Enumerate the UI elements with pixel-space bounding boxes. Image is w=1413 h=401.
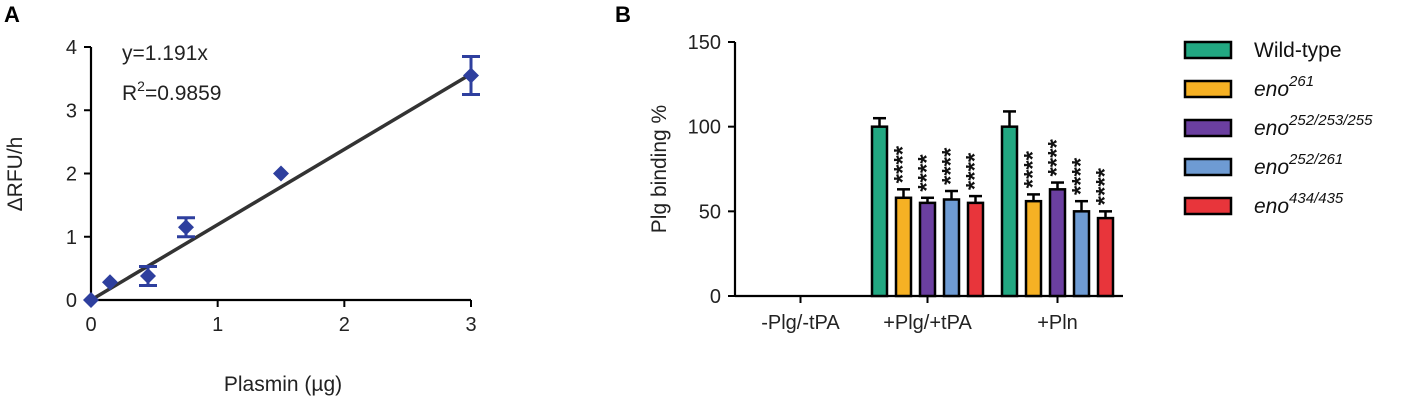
x-tick-label: +Plg/+tPA: [883, 312, 972, 334]
legend-swatch: [1183, 196, 1233, 216]
r2-exponent: 2: [137, 78, 145, 94]
data-point: [83, 292, 99, 308]
y-tick-label: 0: [66, 290, 77, 312]
significance-stars: ****: [1092, 167, 1119, 205]
panel-a-y-axis-title: ΔRFU/h: [4, 137, 27, 212]
bar: [1048, 188, 1067, 298]
fit-r-squared: R2=0.9859: [122, 78, 221, 105]
bar: [942, 198, 961, 298]
x-tick-label: 2: [339, 314, 350, 336]
bars: **************** ****************: [745, 110, 1119, 298]
legend-label: Wild-type: [1254, 39, 1342, 62]
legend-swatch: [1183, 79, 1233, 99]
legend-label-text: eno: [1254, 78, 1289, 101]
x-tick-label: +Pln: [1037, 312, 1078, 334]
significance-stars: ****: [938, 147, 965, 185]
legend-label-superscript: 252/253/255: [1288, 112, 1373, 129]
x-tick-label: 0: [85, 314, 96, 336]
significance-stars: ****: [1068, 157, 1095, 195]
scatter-points: [83, 54, 480, 308]
panel-b-y-axis-title: Plg binding %: [648, 105, 671, 233]
y-tick-label: 4: [66, 37, 77, 59]
legend-label: eno261: [1254, 73, 1314, 101]
legend-label: eno252/261: [1254, 151, 1343, 179]
x-tick-label: -Plg/-tPA: [761, 312, 840, 334]
legend-label-text: eno: [1254, 156, 1289, 179]
data-point: [102, 274, 118, 291]
legend-label-superscript: 252/261: [1288, 151, 1343, 168]
y-tick-label: 3: [66, 100, 77, 122]
bar: [894, 196, 913, 298]
panel-a-label: A: [4, 2, 20, 27]
x-tick-label: 3: [465, 314, 476, 336]
significance-stars: ****: [890, 145, 917, 183]
y-tick-label: 150: [688, 32, 721, 54]
legend-swatch: [1183, 157, 1233, 177]
r2-value: =0.9859: [145, 82, 222, 105]
legend-label-text: Wild-type: [1254, 39, 1342, 62]
legend-label: eno434/435: [1254, 190, 1344, 218]
bar: [1024, 199, 1043, 298]
legend-swatch: [1183, 118, 1233, 138]
r2-prefix: R: [122, 82, 137, 105]
panel-a-x-ticks: 0 1 2 3: [85, 300, 477, 336]
y-tick-label: 0: [710, 286, 721, 308]
data-point: [140, 267, 156, 284]
y-tick-label: 50: [699, 201, 721, 223]
data-point: [463, 67, 479, 84]
legend-label-text: eno: [1254, 195, 1289, 218]
significance-stars: ****: [1020, 150, 1047, 188]
legend-label-superscript: 434/435: [1289, 190, 1344, 207]
legend: Wild-typeeno261eno252/253/255eno252/261e…: [1183, 39, 1373, 218]
significance-stars: ****: [1044, 139, 1071, 177]
bar: [966, 201, 985, 298]
fit-line: [90, 72, 472, 302]
y-tick-label: 100: [688, 117, 721, 139]
legend-label-text: eno: [1254, 117, 1289, 140]
fit-equation: y=1.191x: [122, 42, 208, 65]
panel-b-y-ticks: 0 50 100 150: [688, 32, 735, 308]
y-tick-label: 2: [66, 164, 77, 186]
data-point: [273, 165, 289, 182]
legend-swatch: [1183, 40, 1233, 60]
significance-stars: ****: [962, 152, 989, 190]
bar: [1072, 210, 1091, 298]
bar: [1096, 216, 1115, 298]
panel-a-x-axis-title: Plasmin (µg): [224, 373, 342, 396]
bar: [918, 201, 937, 298]
significance-stars: ****: [914, 154, 941, 192]
x-tick-label: 1: [212, 314, 223, 336]
panel-b-x-ticks: -Plg/-tPA +Plg/+tPA +Pln: [761, 296, 1078, 334]
legend-label-superscript: 261: [1288, 73, 1314, 90]
legend-label: eno252/253/255: [1254, 112, 1373, 140]
panel-b-label: B: [615, 2, 631, 27]
y-tick-label: 1: [66, 227, 77, 249]
bar: [1000, 125, 1019, 298]
data-point: [178, 219, 194, 236]
bar: [870, 125, 889, 298]
panel-a-y-ticks: 0 1 2 3 4: [66, 37, 91, 312]
